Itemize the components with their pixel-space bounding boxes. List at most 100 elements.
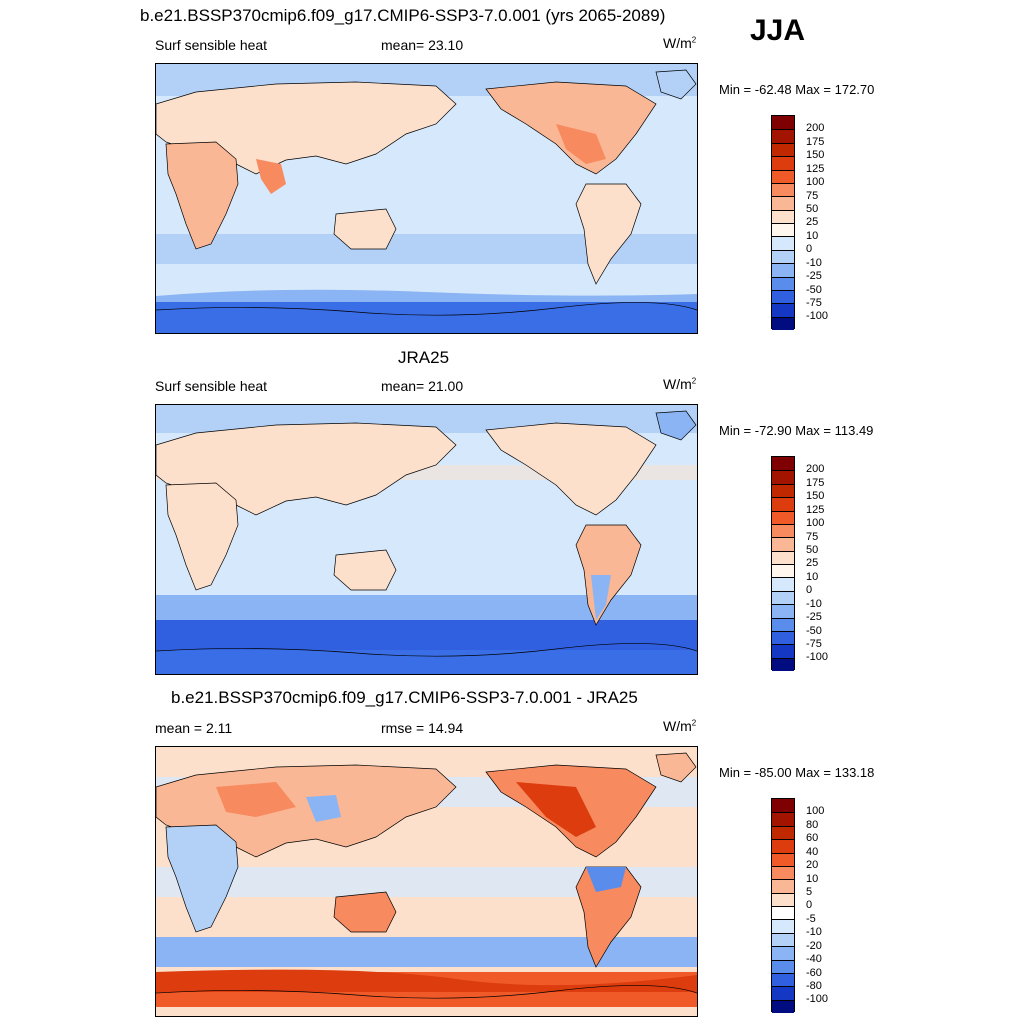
panel-1-swatch-16	[772, 316, 794, 330]
panel-3-colorbar-tick: 80	[806, 818, 819, 831]
panel-2-swatch-15	[772, 644, 794, 658]
panel-2-colorbar-tick: 25	[806, 557, 819, 569]
panel-1-colorbar-tick: 25	[806, 216, 819, 228]
panel-2-map	[155, 404, 698, 675]
panel-2-colorbar-tick: -10	[806, 597, 822, 610]
panel-3-rmse-label: rmse = 14.94	[381, 720, 464, 736]
panel-2-colorbar-tick: 175	[806, 476, 825, 489]
panel-3-title: b.e21.BSSP370cmip6.f09_g17.CMIP6-SSP3-7.…	[171, 688, 638, 707]
panel-1-colorbar	[771, 115, 795, 330]
panel-2-swatch-5	[772, 510, 794, 524]
panel-1-colorbar-tick: 200	[806, 122, 825, 134]
panel-1-swatch-4	[772, 156, 794, 170]
panel-3-colorbar-tick: -5	[806, 912, 816, 925]
panel-3-swatch-8	[772, 892, 794, 906]
panel-3-swatch-7	[772, 879, 794, 893]
panel-1-swatch-1	[772, 116, 794, 130]
panel-3-swatch-12	[772, 946, 794, 960]
panel-2-title: JRA25	[398, 348, 450, 367]
panel-1-map	[155, 63, 698, 334]
panel-2-colorbar-tick: -100	[806, 651, 829, 663]
panel-2-colorbar-tick: 10	[806, 570, 819, 583]
panel-3-swatch-9	[772, 906, 794, 920]
panel-2-colorbar-tick: -75	[806, 638, 822, 650]
panel-2-swatch-9	[772, 564, 794, 578]
panel-2-swatch-14	[772, 630, 794, 645]
panel-3-colorbar-tick: 60	[806, 832, 819, 844]
panel-3-swatch-3	[772, 825, 794, 840]
panel-2-swatch-3	[772, 483, 794, 498]
panel-2-colorbar-tick: -25	[806, 611, 822, 623]
panel-3-swatch-10	[772, 919, 794, 933]
panel-1-swatch-5	[772, 169, 794, 183]
panel-1-swatch-10	[772, 236, 794, 250]
panel-1-swatch-15	[772, 303, 794, 317]
panel-1-colorbar-tick: -25	[806, 270, 822, 282]
panel-2-mean-label: mean= 21.00	[381, 378, 464, 394]
panel-3-colorbar-tick: -80	[806, 980, 822, 992]
panel-2-minmax: Min = -72.90 Max = 113.49	[719, 423, 874, 438]
panel-2-swatch-12	[772, 604, 794, 618]
panel-2-colorbar-tick: 200	[806, 463, 825, 475]
panel-1-mean-label: mean= 23.10	[381, 37, 464, 53]
panel-1-title: b.e21.BSSP370cmip6.f09_g17.CMIP6-SSP3-7.…	[140, 6, 666, 25]
panel-3-minmax: Min = -85.00 Max = 133.18	[719, 765, 875, 780]
panel-1-swatch-13	[772, 276, 794, 290]
panel-1-units: W/m2	[663, 35, 697, 51]
panel-3-swatch-2	[772, 812, 794, 826]
panel-3-swatch-16	[772, 999, 794, 1013]
panel-3-swatch-6	[772, 865, 794, 880]
panel-2-colorbar-tick: 0	[806, 584, 813, 596]
panel-3-swatch-15	[772, 986, 794, 1000]
panel-1-swatch-6	[772, 182, 794, 197]
panel-1-minmax: Min = -62.48 Max = 172.70	[719, 82, 875, 97]
panel-3-colorbar-tick: 10	[806, 872, 819, 885]
panel-2-swatch-1	[772, 457, 794, 471]
panel-1-swatch-2	[772, 129, 794, 143]
panel-1-colorbar-tick: 150	[806, 149, 825, 161]
panel-1-swatch-14	[772, 289, 794, 304]
panel-2-colorbar-tick: -50	[806, 624, 822, 637]
panel-1-colorbar-tick: -75	[806, 297, 822, 309]
panel-1-swatch-8	[772, 209, 794, 223]
panel-3-colorbar-tick: -60	[806, 966, 822, 979]
panel-2-colorbar-tick: 50	[806, 544, 819, 556]
panel-2-swatch-11	[772, 590, 794, 605]
panel-1-swatch-3	[772, 142, 794, 157]
panel-3-colorbar-tick: -20	[806, 939, 822, 952]
panel-3-mean-label: mean = 2.11	[155, 720, 233, 736]
panel-2-colorbar-tick: 100	[806, 517, 825, 529]
panel-1-colorbar-tick: -10	[806, 256, 822, 269]
panel-3-map	[155, 746, 698, 1017]
panel-3-swatch-11	[772, 932, 794, 947]
panel-3-colorbar-tick: 20	[806, 859, 819, 871]
panel-3-swatch-5	[772, 852, 794, 866]
panel-3-swatch-4	[772, 839, 794, 853]
panel-2-variable-label: Surf sensible heat	[155, 378, 268, 394]
panel-1-swatch-12	[772, 263, 794, 277]
panel-3-colorbar	[771, 798, 795, 1013]
panel-1-swatch-11	[772, 249, 794, 264]
panel-2-swatch-6	[772, 523, 794, 538]
panel-3-swatch-13	[772, 959, 794, 973]
panel-3-colorbar-tick: 100	[806, 805, 825, 817]
panel-1-colorbar-tick: -50	[806, 283, 822, 296]
panel-3-units: W/m2	[663, 718, 697, 734]
panel-1-colorbar-tick: 10	[806, 229, 819, 242]
panel-1-colorbar-tick: 75	[806, 189, 819, 202]
panel-2-colorbar-tick: 125	[806, 503, 825, 516]
season-label: JJA	[750, 14, 806, 47]
panel-2-colorbar-tick: 150	[806, 490, 825, 502]
panel-2-swatch-16	[772, 657, 794, 671]
panel-2-units: W/m2	[663, 376, 697, 392]
panel-3-swatch-1	[772, 799, 794, 813]
panel-2-swatch-8	[772, 550, 794, 564]
panel-3-colorbar-tick: -100	[806, 993, 829, 1005]
panel-3-colorbar-tick: 5	[806, 886, 813, 898]
panel-2-colorbar-tick: 75	[806, 530, 819, 543]
panel-2-swatch-4	[772, 497, 794, 511]
panel-1-colorbar-tick: 100	[806, 176, 825, 188]
panel-3-colorbar-tick: 0	[806, 899, 813, 911]
panel-1-colorbar-tick: 50	[806, 203, 819, 215]
panel-1-variable-label: Surf sensible heat	[155, 37, 268, 53]
